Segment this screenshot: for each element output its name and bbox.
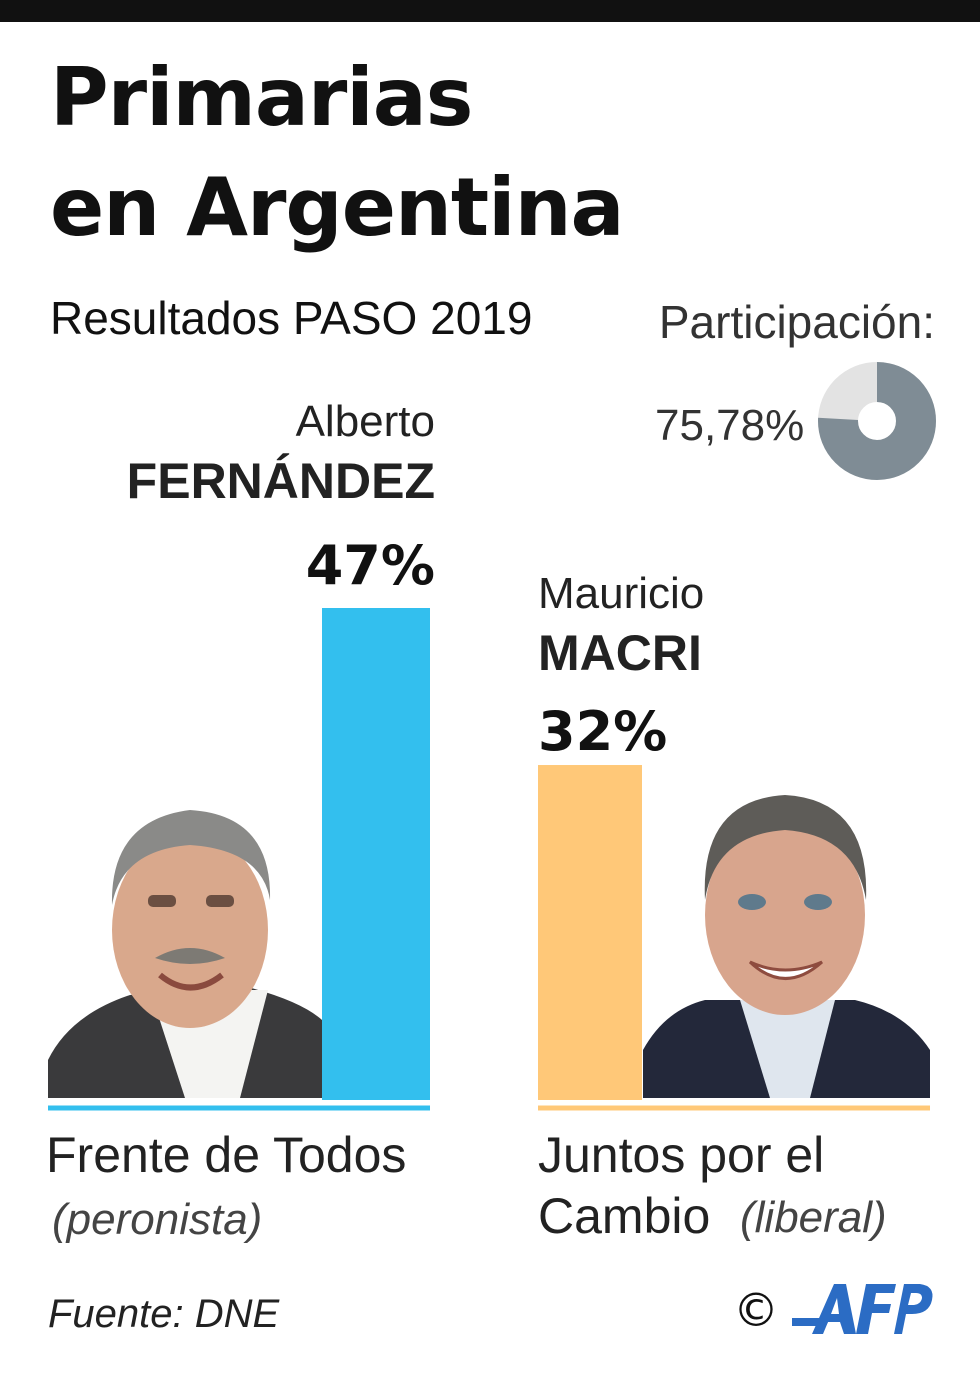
title-line-2: en Argentina [50,161,625,254]
bar-1 [322,608,430,1100]
category-label-2-line2: Cambio [538,1188,711,1244]
category-label-2-line1: Juntos por el [538,1127,825,1183]
category-label-1: Frente de Todos [46,1127,407,1183]
category-2-ideology: (liberal) [740,1193,887,1242]
title-line-1: Primarias [50,51,473,144]
donut-participation-arc [818,362,936,480]
bar-2 [538,765,642,1100]
top-rule [0,0,980,22]
candidate-2-last-name: MACRI [538,625,702,681]
bar-2-value-label: 32% [538,700,668,763]
bars-layer [322,608,642,1100]
candidate-2-photo [643,795,930,1098]
copyright-symbol: © [733,1283,779,1337]
afp-logo [792,1284,933,1334]
candidate-1-photo [48,810,322,1098]
participation-label: Participación: [658,296,935,348]
candidate-1-first-name: Alberto [295,397,435,446]
source-note: Fuente: DNE [48,1292,280,1336]
category-1-ideology: (peronista) [52,1195,263,1244]
participation-value: 75,78% [655,401,805,450]
afp-logo-mark [792,1284,933,1334]
candidate-2-first-name: Mauricio [538,569,705,618]
candidate-1-last-name: FERNÁNDEZ [126,453,435,509]
participation-donut [818,362,936,480]
subtitle: Resultados PASO 2019 [50,292,533,344]
bar-1-value-label: 47% [305,534,435,597]
